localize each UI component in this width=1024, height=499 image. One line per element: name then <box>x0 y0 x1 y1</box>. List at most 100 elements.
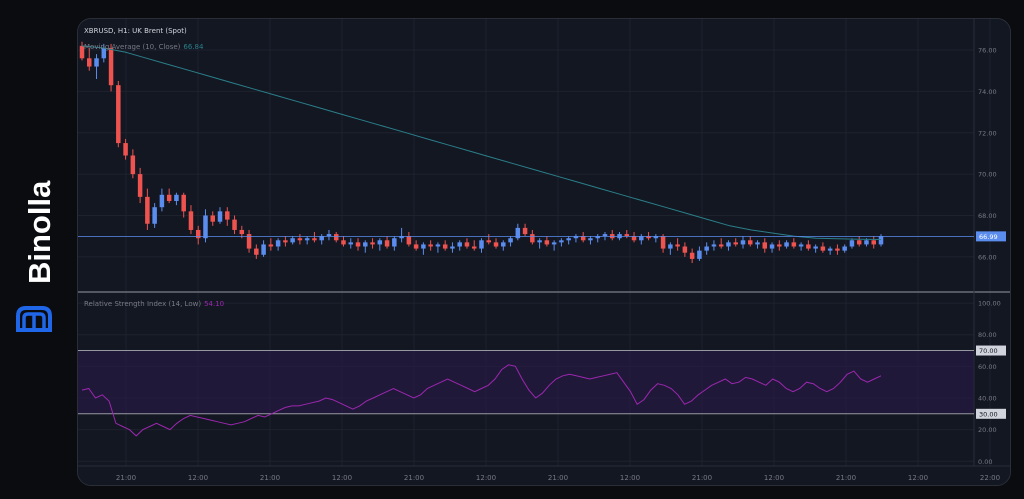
candle-body <box>544 240 550 245</box>
x-tick-label: 12:00 <box>188 474 208 482</box>
candle-body <box>254 248 259 255</box>
last-price-badge <box>976 231 1006 242</box>
candle-body <box>660 236 666 249</box>
candle-body <box>762 242 768 249</box>
rsi-legend: Relative Strength Index (14, Low) 54.10 <box>84 300 224 308</box>
candle-body <box>341 240 346 245</box>
x-tick-label: 21:00 <box>836 474 856 482</box>
candle-body <box>624 234 630 237</box>
rsi-upper-badge-label: 70.00 <box>979 347 998 355</box>
candle-body <box>123 143 128 156</box>
x-tick-label: 12:00 <box>764 474 784 482</box>
x-tick-label: 12:00 <box>476 474 496 482</box>
x-tick-label: 22:00 <box>980 474 1000 482</box>
candle-body <box>827 248 833 251</box>
candle-body <box>450 246 455 249</box>
candle-body <box>275 240 281 247</box>
x-tick-label: 12:00 <box>332 474 352 482</box>
candle-body <box>457 242 462 247</box>
candle-body <box>493 242 499 247</box>
candle-body <box>392 238 397 247</box>
candle-body <box>537 240 542 243</box>
candle-body <box>79 45 85 59</box>
candle-body <box>682 246 688 253</box>
candle-body <box>261 244 266 255</box>
candle-body <box>348 242 354 245</box>
rsi-upper-badge <box>976 345 1006 356</box>
candle-body <box>108 47 114 86</box>
price-tick-label: 74.00 <box>978 88 997 96</box>
candle-body <box>806 244 811 249</box>
candle-body <box>769 244 775 249</box>
candle-body <box>740 240 746 245</box>
x-tick-label: 21:00 <box>404 474 424 482</box>
candle-body <box>442 244 448 249</box>
candle-body <box>101 47 107 59</box>
rsi-label: Relative Strength Index (14, Low) <box>84 300 202 308</box>
price-tick-label: 76.00 <box>978 47 997 55</box>
candle-body <box>94 58 99 67</box>
candle-body <box>137 174 143 197</box>
candle-body <box>515 227 521 239</box>
candle-body <box>835 248 840 251</box>
candle-body <box>435 244 441 247</box>
rsi-band <box>78 350 974 414</box>
candle-body <box>479 240 484 249</box>
candle-body <box>566 238 571 241</box>
candle-body <box>174 194 179 201</box>
rsi-tick-label: 80.00 <box>978 331 997 339</box>
candle-body <box>813 246 818 249</box>
price-tick-label: 66.00 <box>978 253 997 261</box>
candle-body <box>304 238 310 241</box>
candle-body <box>428 244 433 247</box>
candle-body <box>471 246 477 249</box>
candle-body <box>689 252 695 259</box>
rsi-value: 54.10 <box>204 300 225 308</box>
candle-body <box>697 250 702 259</box>
candle-body <box>406 236 412 245</box>
chart-svg: 21:00 12:00 21:00 12:00 21:00 12:00 21:00 12:00… <box>78 19 1010 482</box>
brand-icon <box>16 306 52 332</box>
candle-body <box>777 244 782 247</box>
candle-body <box>878 236 884 245</box>
rsi-tick-label: 0.00 <box>978 458 992 466</box>
candle-body <box>370 242 375 245</box>
candle-body <box>355 242 361 247</box>
rsi-lower-badge-label: 30.00 <box>979 410 998 418</box>
candle-body <box>595 236 600 239</box>
candle-body <box>87 58 92 67</box>
candle-body <box>704 246 709 251</box>
candle-body <box>290 238 295 243</box>
candle-body <box>195 229 201 239</box>
rsi-tick-label: 100.00 <box>978 300 1001 308</box>
candle-body <box>239 229 245 235</box>
candle-body <box>225 211 230 220</box>
candle-body <box>413 244 419 249</box>
candle-body <box>333 234 339 241</box>
candle-body <box>210 215 215 222</box>
rsi-lower-badge <box>976 408 1006 419</box>
candle-body <box>718 244 724 247</box>
candle-body <box>464 242 470 247</box>
candle-body <box>856 240 862 245</box>
candle-body <box>675 244 680 247</box>
x-tick-label: 21:00 <box>260 474 280 482</box>
chart-panel: 21:00 12:00 21:00 12:00 21:00 12:00 21:00 12:00… <box>77 18 1011 486</box>
ma-value: 66.84 <box>183 43 204 51</box>
candle-body <box>232 219 237 230</box>
candle-body <box>501 242 506 247</box>
candle-body <box>726 242 731 247</box>
candle-body <box>755 242 760 245</box>
candle-body <box>580 236 586 241</box>
candle-body <box>559 240 564 243</box>
candle-body <box>849 240 855 247</box>
last-price-label: 66.99 <box>979 233 998 241</box>
candle-body <box>820 246 826 251</box>
candle-body <box>602 234 608 237</box>
candle-body <box>159 194 165 208</box>
candle-body <box>508 238 513 243</box>
candle-body <box>217 211 223 222</box>
candle-body <box>166 194 172 201</box>
candle-body <box>297 238 303 241</box>
moving-average-line <box>81 45 882 240</box>
